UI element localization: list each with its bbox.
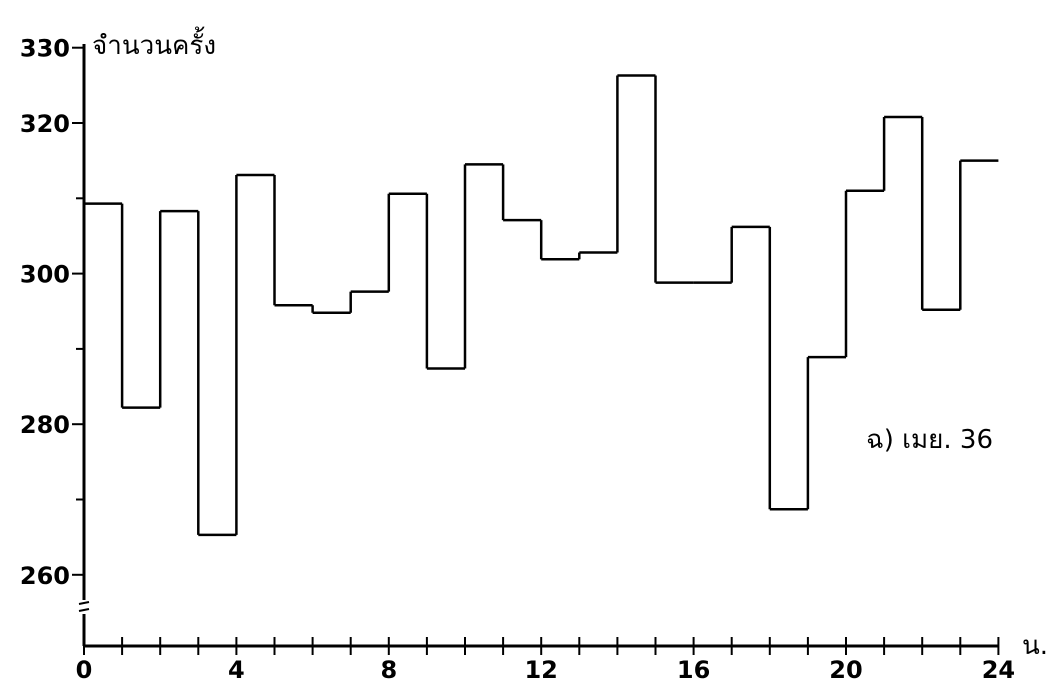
x-tick-label: 20 (829, 656, 862, 684)
x-tick-label: 24 (982, 656, 1015, 684)
y-tick-label: 320 (20, 110, 70, 138)
y-tick-label: 260 (20, 562, 70, 590)
x-axis-title: น. (1022, 631, 1048, 661)
x-tick-label: 0 (76, 656, 93, 684)
y-tick-label: 300 (20, 261, 70, 289)
y-tick-label: 280 (20, 411, 70, 439)
y-axis-break-mark (78, 601, 90, 605)
x-tick-label: 12 (524, 656, 557, 684)
x-tick-label: 4 (228, 656, 245, 684)
axis-ticks: 0 4 8 12 16 20 24 260 280 300 320 330 (20, 35, 1015, 684)
x-tick-label: 16 (677, 656, 710, 684)
y-axis-title: จำนวนครั้ง (92, 26, 216, 61)
y-tick-label: 330 (20, 35, 70, 63)
axes (78, 44, 999, 648)
chart-annotation: ฉ) เมย. 36 (866, 425, 993, 455)
x-tick-label: 8 (380, 656, 397, 684)
y-axis-break-mark (78, 608, 90, 612)
data-series (84, 74, 999, 537)
